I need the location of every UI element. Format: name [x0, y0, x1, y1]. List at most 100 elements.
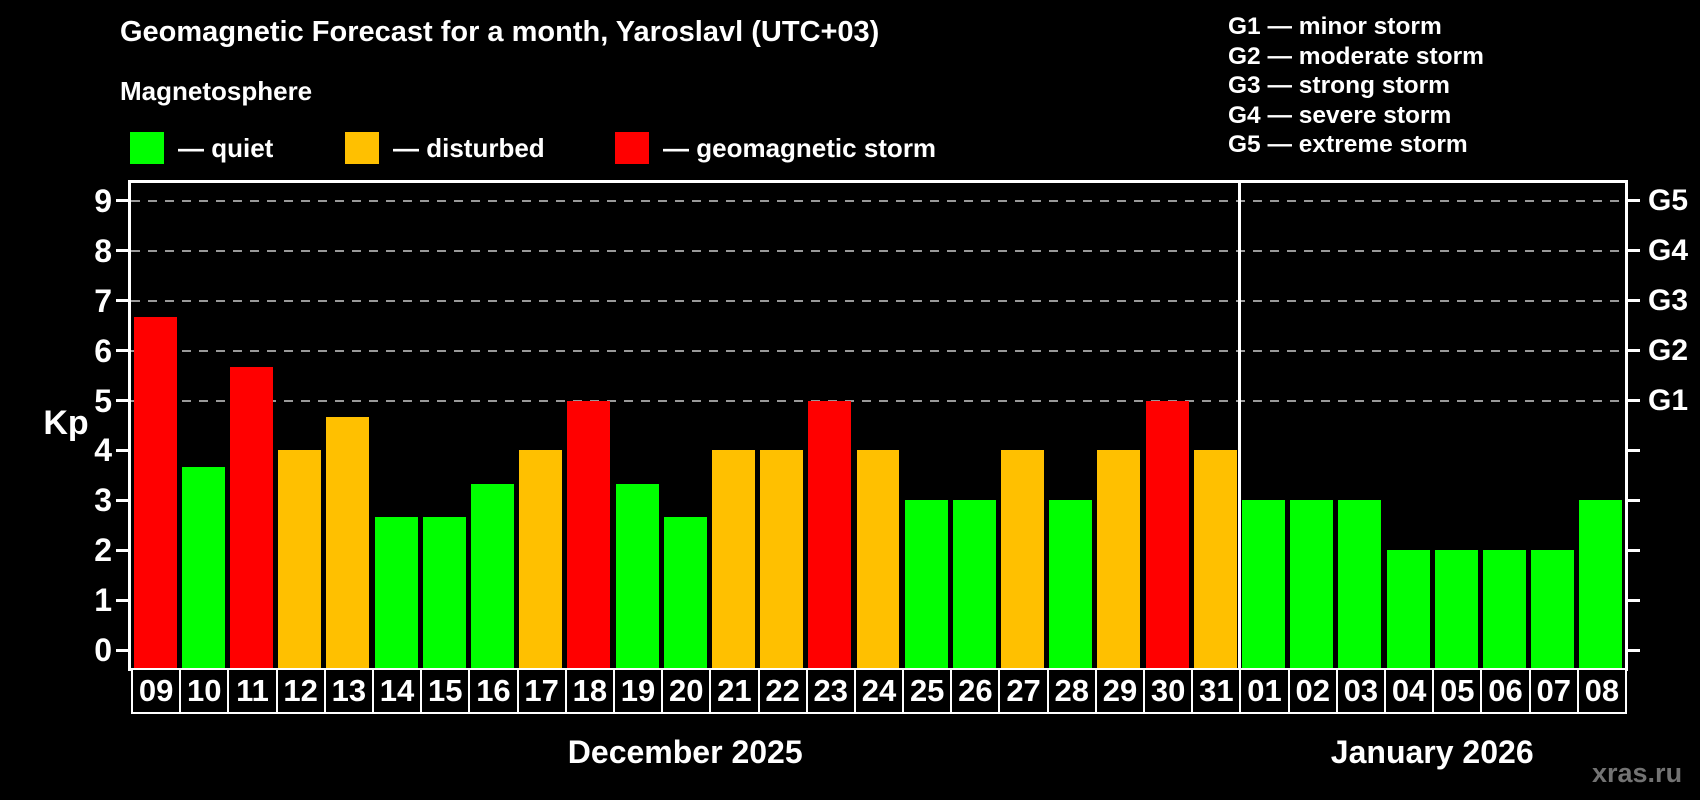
- right-axis-label-g1: G1: [1648, 383, 1689, 417]
- y-axis-label-0: 0: [94, 632, 112, 669]
- day-label-01: 01: [1239, 668, 1290, 714]
- day-label-07: 07: [1528, 668, 1579, 714]
- y-axis-label-2: 2: [94, 532, 112, 569]
- y-axis-label-6: 6: [94, 332, 112, 369]
- y-axis-label-7: 7: [94, 282, 112, 319]
- right-axis-label-g4: G4: [1648, 233, 1689, 267]
- right-tick-9: [1625, 199, 1640, 203]
- gridline-kp7: [131, 299, 1625, 302]
- right-tick-4: [1625, 448, 1640, 452]
- kp-bar-05: [1434, 550, 1478, 668]
- day-label-13: 13: [323, 668, 374, 714]
- left-tick-5: [116, 399, 131, 403]
- y-axis-title: Kp: [43, 404, 89, 442]
- day-label-22: 22: [757, 668, 808, 714]
- storm-scale-g4: G4 — severe storm: [1228, 101, 1452, 129]
- kp-bar-25: [904, 500, 948, 668]
- storm-scale-g3: G3 — strong storm: [1228, 72, 1450, 100]
- legend-item-disturbed: — disturbed: [345, 126, 545, 170]
- plot-area: [128, 180, 1628, 671]
- y-axis-label-4: 4: [94, 432, 112, 469]
- day-label-06: 06: [1480, 668, 1531, 714]
- day-label-26: 26: [950, 668, 1001, 714]
- storm-scale-g2: G2 — moderate storm: [1228, 42, 1484, 70]
- kp-bar-28: [1049, 500, 1093, 668]
- day-label-30: 30: [1143, 668, 1194, 714]
- y-axis-label-5: 5: [94, 382, 112, 419]
- legend-item-quiet: — quiet: [130, 126, 273, 170]
- right-tick-2: [1625, 548, 1640, 552]
- day-label-11: 11: [227, 668, 278, 714]
- kp-bar-02: [1290, 500, 1334, 668]
- day-label-27: 27: [998, 668, 1049, 714]
- day-label-20: 20: [661, 668, 712, 714]
- day-label-16: 16: [468, 668, 519, 714]
- gridline-kp8: [131, 249, 1625, 252]
- kp-bar-07: [1531, 550, 1575, 668]
- legend-label-disturbed: — disturbed: [393, 132, 545, 163]
- month-label-january: January 2026: [1330, 734, 1534, 770]
- day-label-14: 14: [371, 668, 423, 714]
- left-tick-0: [116, 648, 131, 652]
- right-tick-1: [1625, 598, 1640, 602]
- day-label-19: 19: [612, 668, 664, 714]
- day-label-21: 21: [709, 668, 760, 714]
- right-tick-0: [1625, 648, 1640, 652]
- gridline-kp9: [131, 199, 1625, 202]
- kp-bar-15: [422, 516, 466, 668]
- left-tick-9: [116, 199, 131, 203]
- day-label-18: 18: [564, 668, 615, 714]
- kp-bar-17: [519, 450, 563, 668]
- day-label-25: 25: [902, 668, 953, 714]
- chart-title: Geomagnetic Forecast for a month, Yarosl…: [120, 16, 880, 48]
- kp-bar-13: [326, 417, 370, 668]
- kp-bar-01: [1242, 500, 1286, 668]
- right-tick-7: [1625, 299, 1640, 303]
- kp-bar-29: [1097, 450, 1141, 668]
- left-tick-1: [116, 598, 131, 602]
- right-axis-label-g3: G3: [1648, 283, 1689, 317]
- day-label-17: 17: [516, 668, 567, 714]
- day-label-10: 10: [179, 668, 230, 714]
- storm-scale-g5: G5 — extreme storm: [1228, 131, 1468, 159]
- left-tick-6: [116, 349, 131, 353]
- day-label-15: 15: [420, 668, 471, 714]
- kp-bar-27: [1001, 450, 1045, 668]
- day-label-28: 28: [1046, 668, 1097, 714]
- gridline-kp6: [131, 349, 1625, 352]
- left-tick-4: [116, 448, 131, 452]
- kp-bar-10: [181, 466, 225, 668]
- kp-bar-14: [374, 516, 418, 668]
- right-axis-label-g5: G5: [1648, 183, 1689, 217]
- kp-bar-30: [1145, 400, 1189, 668]
- legend-label-quiet: — quiet: [178, 132, 274, 163]
- kp-bar-16: [470, 483, 514, 668]
- left-tick-8: [116, 249, 131, 253]
- day-label-24: 24: [853, 668, 905, 714]
- storm-scale-g1: G1 — minor storm: [1228, 13, 1442, 40]
- month-label-december: December 2025: [567, 734, 803, 770]
- kp-bar-11: [229, 367, 273, 668]
- y-axis-label-3: 3: [94, 482, 112, 519]
- day-label-31: 31: [1191, 668, 1242, 714]
- legend-item-storm: — geomagnetic storm: [615, 126, 936, 170]
- storm-scale-legend: G1 — minor storm G2 — moderate storm G3 …: [1228, 12, 1484, 160]
- kp-bar-18: [567, 400, 611, 668]
- kp-bar-08: [1579, 500, 1623, 668]
- right-axis-label-g2: G2: [1648, 333, 1689, 367]
- day-label-03: 03: [1335, 668, 1387, 714]
- kp-bar-06: [1483, 550, 1526, 668]
- disturbed-swatch-icon: [345, 132, 379, 164]
- day-label-09: 09: [131, 668, 182, 714]
- kp-bar-23: [808, 400, 852, 668]
- right-tick-8: [1625, 249, 1640, 253]
- storm-swatch-icon: [615, 132, 649, 164]
- day-label-23: 23: [805, 668, 856, 714]
- quiet-swatch-icon: [130, 132, 164, 164]
- gridline-kp5: [131, 399, 1625, 402]
- day-label-29: 29: [1094, 668, 1146, 714]
- kp-bar-04: [1386, 550, 1430, 668]
- day-label-12: 12: [275, 668, 326, 714]
- y-axis-label-8: 8: [94, 232, 112, 269]
- legend-label-storm: — geomagnetic storm: [663, 132, 937, 163]
